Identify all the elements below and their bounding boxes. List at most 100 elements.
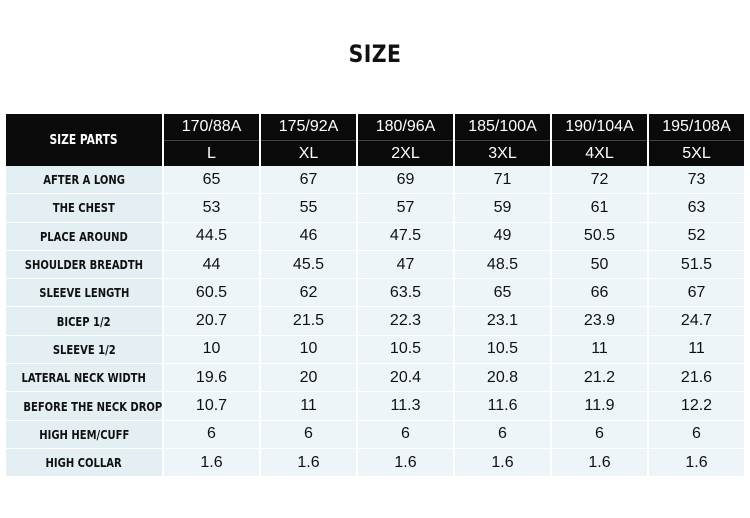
table-cell: 11.6 — [455, 392, 550, 421]
size-header-cell: 2XL — [358, 140, 453, 166]
height-header-cell: 190/104A — [565, 118, 634, 135]
size-header-cell: 5XL — [649, 140, 744, 166]
table-cell: 50 — [552, 250, 647, 280]
table-cell: 10.5 — [358, 335, 453, 365]
height-header-cell: 175/92A — [278, 118, 339, 135]
page-title: SIZE — [348, 40, 402, 68]
table-cell: 63 — [649, 194, 744, 223]
table-cell: 6 — [455, 420, 550, 449]
table-cell: 47 — [358, 250, 453, 280]
table-cell: 20.4 — [358, 364, 453, 393]
table-cell: 21.6 — [649, 364, 744, 393]
table-row: SHOULDER BREADTH 44 45.5 47 48.5 50 51.5 — [6, 250, 744, 280]
height-header-cell: 195/108A — [662, 118, 731, 135]
table-row: THE CHEST 53 55 57 59 61 63 — [6, 194, 744, 223]
table-cell: 20.8 — [455, 364, 550, 393]
table-cell: 65 — [164, 166, 259, 195]
table-cell: 53 — [164, 194, 259, 223]
table-cell: 65 — [455, 279, 550, 308]
table-cell: 46 — [261, 222, 356, 251]
table-cell: 6 — [552, 420, 647, 449]
table-cell: 44 — [164, 250, 259, 280]
table-cell: 10.7 — [164, 392, 259, 421]
table-cell: 72 — [552, 166, 647, 195]
table-cell: 61 — [552, 194, 647, 223]
table-row: SLEEVE 1/2 10 10 10.5 10.5 11 11 — [6, 335, 744, 365]
table-row: SLEEVE LENGTH 60.5 62 63.5 65 66 67 — [6, 279, 744, 308]
table-cell: 45.5 — [261, 250, 356, 280]
row-label: BEFORE THE NECK DROP — [6, 392, 162, 421]
table-cell: 6 — [649, 420, 744, 449]
table-cell: 11 — [552, 335, 647, 365]
table-row: BICEP 1/2 20.7 21.5 22.3 23.1 23.9 24.7 — [6, 307, 744, 336]
table-cell: 24.7 — [649, 307, 744, 336]
height-header-cell: 170/88A — [181, 118, 242, 135]
row-label: SLEEVE LENGTH — [6, 279, 162, 308]
table-cell: 22.3 — [358, 307, 453, 336]
table-cell: 51.5 — [649, 250, 744, 280]
table-cell: 69 — [358, 166, 453, 195]
table-cell: 63.5 — [358, 279, 453, 308]
table-cell: 73 — [649, 166, 744, 195]
row-label: HIGH COLLAR — [6, 448, 162, 478]
table-cell: 1.6 — [261, 448, 356, 478]
table-cell: 6 — [261, 420, 356, 449]
table-cell: 59 — [455, 194, 550, 223]
table-cell: 44.5 — [164, 222, 259, 251]
size-chart-table: SIZE PARTS 170/88A 175/92A 180/96A 185/100A… — [4, 114, 746, 478]
table-cell: 1.6 — [164, 448, 259, 478]
size-header-cell: XL — [261, 140, 356, 166]
table-cell: 48.5 — [455, 250, 550, 280]
header-row-heights: SIZE PARTS 170/88A 175/92A 180/96A 185/100A… — [6, 114, 744, 166]
table-cell: 23.9 — [552, 307, 647, 336]
table-cell: 12.2 — [649, 392, 744, 421]
height-header-cell: 180/96A — [375, 118, 436, 135]
table-cell: 52 — [649, 222, 744, 251]
table-cell: 55 — [261, 194, 356, 223]
table-cell: 1.6 — [552, 448, 647, 478]
row-label: SLEEVE 1/2 — [6, 335, 162, 365]
table-row: HIGH COLLAR 1.6 1.6 1.6 1.6 1.6 1.6 — [6, 448, 744, 478]
size-header-cell: 4XL — [552, 140, 647, 166]
table-cell: 10.5 — [455, 335, 550, 365]
row-label: THE CHEST — [6, 194, 162, 223]
row-label: SHOULDER BREADTH — [6, 250, 162, 280]
table-cell: 50.5 — [552, 222, 647, 251]
table-row: BEFORE THE NECK DROP 10.7 11 11.3 11.6 11.9 12… — [6, 392, 744, 421]
table-cell: 66 — [552, 279, 647, 308]
table-cell: 11 — [261, 392, 356, 421]
height-header-cell: 185/100A — [468, 118, 537, 135]
table-row: LATERAL NECK WIDTH 19.6 20 20.4 20.8 21.2 21.6 — [6, 364, 744, 393]
table-cell: 1.6 — [455, 448, 550, 478]
table-cell: 57 — [358, 194, 453, 223]
table-row: HIGH HEM/CUFF 6 6 6 6 6 6 — [6, 420, 744, 449]
table-cell: 10 — [164, 335, 259, 365]
table-row: PLACE AROUND 44.5 46 47.5 49 50.5 52 — [6, 222, 744, 251]
table-cell: 6 — [164, 420, 259, 449]
table-cell: 62 — [261, 279, 356, 308]
size-header-cell: L — [164, 140, 259, 166]
table-cell: 67 — [649, 279, 744, 308]
row-label: PLACE AROUND — [6, 222, 162, 251]
table-cell: 1.6 — [358, 448, 453, 478]
table-cell: 20 — [261, 364, 356, 393]
table-cell: 11 — [649, 335, 744, 365]
table-cell: 71 — [455, 166, 550, 195]
table-cell: 10 — [261, 335, 356, 365]
table-cell: 49 — [455, 222, 550, 251]
table-cell: 21.2 — [552, 364, 647, 393]
table-cell: 11.9 — [552, 392, 647, 421]
size-parts-header: SIZE PARTS — [6, 114, 162, 166]
table-cell: 20.7 — [164, 307, 259, 336]
row-label: HIGH HEM/CUFF — [6, 420, 162, 449]
table-cell: 60.5 — [164, 279, 259, 308]
table-cell: 67 — [261, 166, 356, 195]
table-cell: 47.5 — [358, 222, 453, 251]
row-label: LATERAL NECK WIDTH — [6, 364, 162, 393]
size-header-cell: 3XL — [455, 140, 550, 166]
row-label: AFTER A LONG — [6, 166, 162, 195]
row-label: BICEP 1/2 — [6, 307, 162, 336]
table-cell: 11.3 — [358, 392, 453, 421]
table-cell: 6 — [358, 420, 453, 449]
table-cell: 1.6 — [649, 448, 744, 478]
